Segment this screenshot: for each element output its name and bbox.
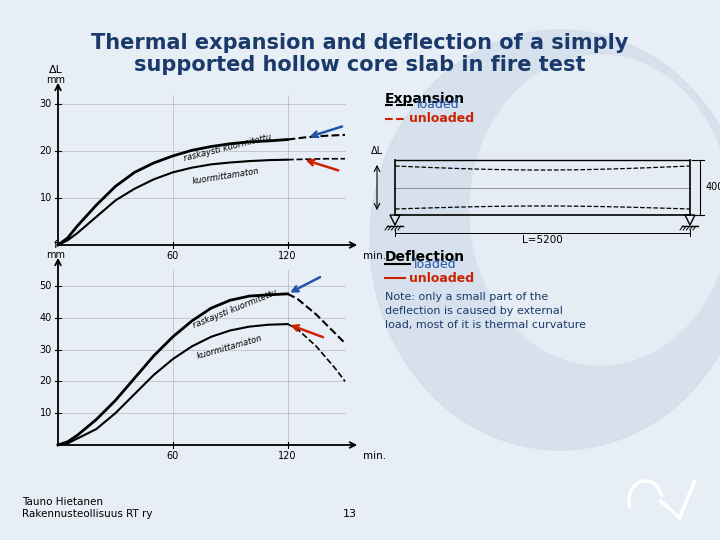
Text: 10: 10 (40, 193, 52, 203)
Text: Tauno Hietanen: Tauno Hietanen (22, 497, 103, 507)
Text: min.: min. (363, 251, 386, 261)
Text: kuormittamaton: kuormittamaton (192, 166, 260, 186)
Ellipse shape (370, 30, 720, 450)
Text: mm: mm (47, 75, 66, 85)
Ellipse shape (470, 55, 720, 365)
Text: unloaded: unloaded (409, 272, 474, 285)
Text: 30: 30 (40, 345, 52, 355)
Text: 120: 120 (279, 251, 297, 261)
Text: 10: 10 (40, 408, 52, 418)
Text: kuormittamaton: kuormittamaton (196, 334, 264, 361)
Text: raskaysti kuormitettu: raskaysti kuormitettu (182, 132, 272, 163)
Text: raskaysti kuormitettu: raskaysti kuormitettu (192, 288, 279, 330)
Text: loaded: loaded (414, 258, 456, 271)
Text: 13: 13 (343, 509, 357, 519)
Text: loaded: loaded (417, 98, 459, 111)
Text: Note: only a small part of the
deflection is caused by external
load, most of it: Note: only a small part of the deflectio… (385, 292, 586, 330)
Text: 50: 50 (40, 281, 52, 291)
Text: supported hollow core slab in fire test: supported hollow core slab in fire test (134, 55, 586, 75)
Text: 120: 120 (279, 451, 297, 461)
Text: 30: 30 (40, 99, 52, 110)
Text: Rakennusteollisuus RT ry: Rakennusteollisuus RT ry (22, 509, 153, 519)
Text: unloaded: unloaded (409, 112, 474, 125)
Text: Expansion: Expansion (385, 92, 465, 106)
Text: Thermal expansion and deflection of a simply: Thermal expansion and deflection of a si… (91, 33, 629, 53)
Text: L=5200: L=5200 (522, 235, 563, 245)
Text: 400: 400 (706, 183, 720, 192)
Text: 60: 60 (166, 451, 179, 461)
Text: min.: min. (363, 451, 386, 461)
Text: 40: 40 (40, 313, 52, 323)
Text: 20: 20 (40, 376, 52, 386)
Text: ΔL: ΔL (371, 146, 383, 156)
Text: 60: 60 (166, 251, 179, 261)
Text: f: f (54, 240, 58, 250)
Text: ΔL: ΔL (49, 65, 63, 75)
Text: 20: 20 (40, 146, 52, 156)
Text: Deflection: Deflection (385, 250, 465, 264)
Text: mm: mm (47, 250, 66, 260)
